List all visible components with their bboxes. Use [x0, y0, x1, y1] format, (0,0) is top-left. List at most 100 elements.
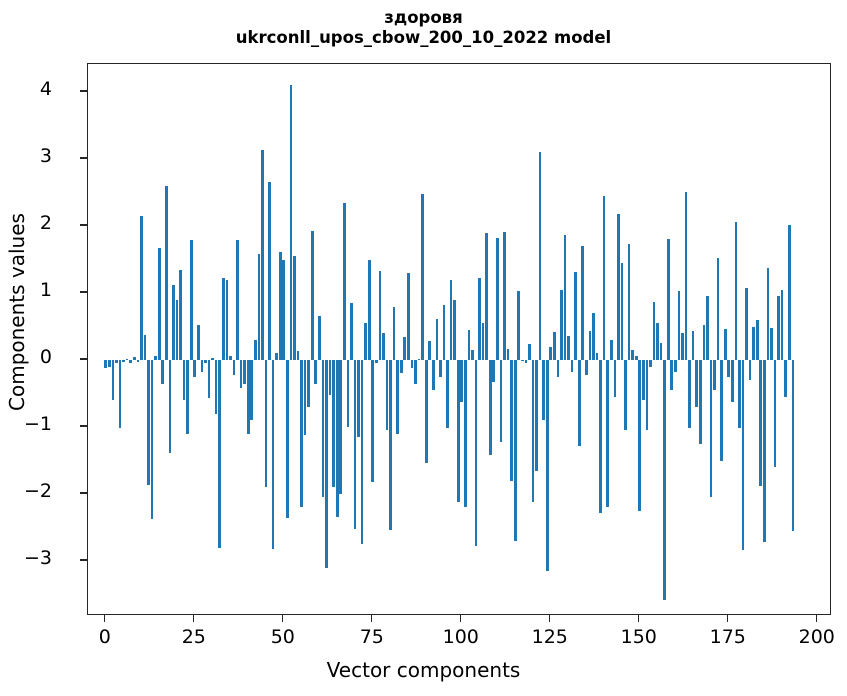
bar	[325, 360, 328, 568]
x-axis-tick-label: 50	[270, 626, 295, 648]
bar	[193, 360, 197, 377]
bar	[414, 360, 417, 384]
bar	[232, 360, 236, 375]
bar	[424, 360, 428, 464]
bar	[471, 350, 474, 361]
bar	[741, 360, 745, 550]
plot-area	[87, 63, 831, 615]
x-axis-tick-label: 175	[709, 626, 746, 648]
bar	[218, 360, 222, 549]
bar	[791, 360, 795, 531]
bar	[353, 360, 357, 529]
bar	[214, 360, 218, 414]
bar	[716, 258, 720, 361]
x-axis-tick-mark	[549, 615, 551, 622]
bar	[392, 306, 396, 361]
bar	[666, 238, 670, 361]
bar	[375, 360, 378, 363]
y-axis-tick-mark	[80, 224, 87, 226]
chart-title-line-2: ukrconll_upos_cbow_200_10_2022 model	[235, 28, 612, 48]
bar	[773, 360, 777, 468]
y-axis-tick-mark	[80, 559, 87, 561]
bar	[528, 344, 531, 361]
bar	[168, 360, 172, 453]
bar	[599, 360, 602, 513]
x-axis-tick-label: 25	[181, 626, 206, 648]
bar	[663, 360, 666, 600]
bar	[389, 360, 392, 531]
bar	[524, 360, 528, 364]
bar	[236, 239, 239, 361]
bar	[108, 360, 111, 367]
y-axis-tick-mark	[80, 425, 87, 427]
bar	[727, 360, 731, 377]
bar	[449, 279, 453, 361]
bar	[207, 360, 211, 398]
bar	[357, 360, 360, 438]
bar	[339, 360, 343, 495]
bar	[609, 340, 613, 361]
bar	[677, 291, 681, 361]
y-axis-label: Components values	[5, 213, 29, 411]
bar	[250, 360, 254, 421]
bar	[157, 248, 161, 361]
x-axis-tick-label: 125	[531, 626, 568, 648]
bar	[713, 360, 716, 391]
bar	[143, 334, 147, 361]
bar	[189, 239, 193, 361]
bar	[221, 278, 225, 361]
bar	[239, 360, 243, 389]
bar	[410, 360, 414, 369]
x-axis-tick-mark	[816, 615, 818, 622]
bar	[147, 360, 150, 485]
bar	[752, 326, 755, 361]
bar	[535, 360, 538, 471]
bar	[278, 251, 282, 361]
bar	[261, 149, 264, 361]
bar	[442, 305, 446, 361]
x-axis-tick-mark	[371, 615, 373, 622]
bar	[748, 360, 752, 381]
bar	[122, 360, 125, 363]
bar	[474, 360, 478, 547]
bar	[745, 287, 748, 361]
bar	[378, 271, 382, 361]
bar	[585, 360, 588, 375]
bar	[364, 323, 367, 361]
bar	[481, 323, 485, 361]
bar	[382, 333, 385, 361]
y-axis-tick-label: 4	[39, 78, 52, 101]
bar	[492, 360, 496, 382]
y-axis-tick-mark	[80, 492, 87, 494]
bar	[759, 360, 763, 487]
bar	[496, 237, 499, 361]
bar	[560, 289, 563, 361]
bar	[464, 360, 467, 508]
bar	[531, 360, 535, 503]
bar	[253, 340, 257, 361]
bar	[738, 360, 741, 429]
y-axis-tick-mark	[80, 358, 87, 360]
bar	[510, 360, 513, 481]
bar	[296, 350, 300, 361]
y-axis-tick-mark	[80, 157, 87, 159]
bar	[225, 279, 229, 361]
bar	[371, 360, 375, 483]
bar	[581, 246, 585, 361]
bar	[367, 259, 371, 361]
y-axis-tick-label: 2	[39, 212, 52, 235]
bar	[435, 318, 439, 361]
bar	[360, 360, 364, 545]
bar	[350, 303, 353, 361]
bar	[723, 329, 727, 361]
bar	[674, 360, 677, 373]
bar	[332, 360, 335, 488]
chart-title: здоровя ukrconll_upos_cbow_200_10_2022 m…	[0, 8, 847, 48]
bar	[229, 356, 232, 361]
bar	[567, 335, 570, 361]
bar	[275, 353, 278, 361]
bar	[602, 195, 606, 361]
bar	[488, 360, 492, 456]
bar	[766, 267, 770, 361]
